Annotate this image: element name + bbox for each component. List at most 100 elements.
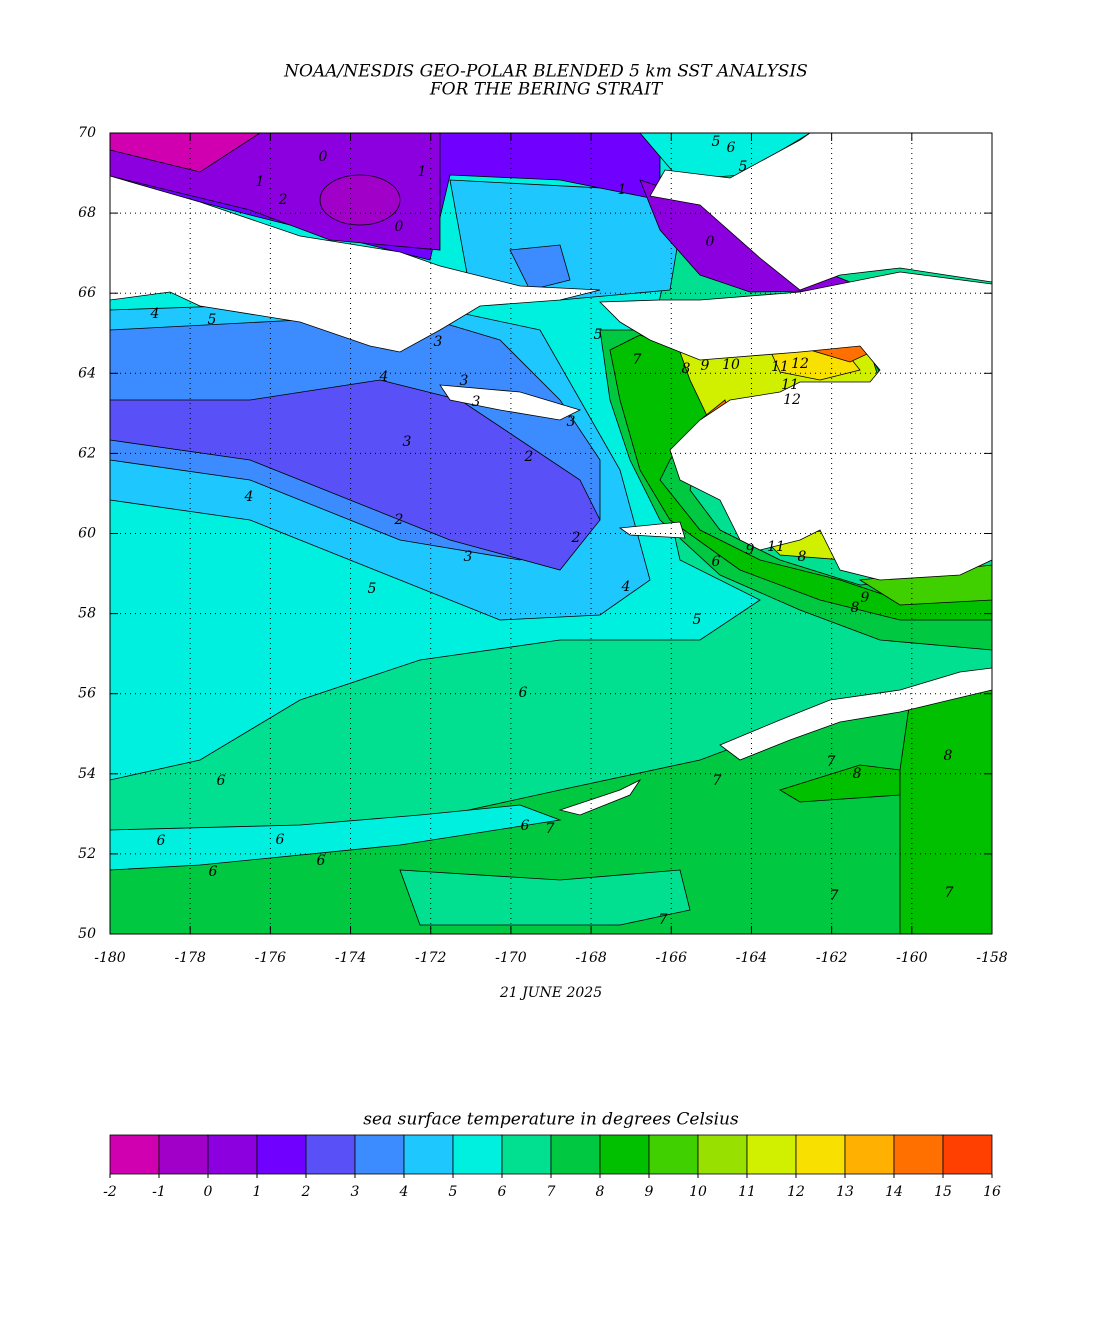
sst-region xyxy=(399,869,691,926)
colorbar-swatch xyxy=(697,1134,748,1175)
colorbar-swatch xyxy=(501,1134,552,1175)
contour-label: 6 xyxy=(217,773,226,789)
sst-region xyxy=(110,133,261,173)
colorbar-swatch xyxy=(844,1134,895,1175)
y-tick-label: 54 xyxy=(78,766,96,782)
contour-label: 7 xyxy=(546,821,555,837)
y-tick-label: 50 xyxy=(78,926,96,942)
x-tick-label: -178 xyxy=(174,950,206,966)
land xyxy=(618,521,686,539)
contour-label: 2 xyxy=(394,512,404,528)
sst-region xyxy=(110,804,562,871)
contour-label: 4 xyxy=(150,306,160,322)
x-tick-label: -162 xyxy=(816,950,848,966)
colorbar-tick-label: 0 xyxy=(204,1184,213,1200)
contour-label: 5 xyxy=(368,581,377,597)
colorbar-swatch xyxy=(942,1134,993,1175)
date: 21 JUNE 2025 xyxy=(499,985,602,1001)
contour-label: 1 xyxy=(618,182,627,198)
y-tick-label: 62 xyxy=(78,445,96,461)
contour-label: 8 xyxy=(853,766,862,782)
contour-label: 3 xyxy=(460,373,469,389)
contour-label: 0 xyxy=(319,149,328,165)
land xyxy=(649,133,992,291)
y-tick-label: 70 xyxy=(78,125,96,141)
land xyxy=(110,133,992,816)
colorbar-label: sea surface temperature in degrees Celsi… xyxy=(363,1110,739,1130)
colorbar-tick-label: 15 xyxy=(934,1184,952,1200)
contour-label: 6 xyxy=(157,833,166,849)
colorbar-tick-label: 11 xyxy=(738,1184,756,1200)
x-tick-label: -180 xyxy=(94,950,126,966)
colorbar-swatch xyxy=(403,1134,454,1175)
colorbar-swatch xyxy=(599,1134,650,1175)
colorbar-swatch xyxy=(207,1134,258,1175)
subtitle: FOR THE BERING STRAIT xyxy=(429,80,664,100)
contour-label: 7 xyxy=(713,773,722,789)
contour-label: 2 xyxy=(571,530,581,546)
contour-label: 7 xyxy=(830,888,839,904)
contour-label: 3 xyxy=(567,414,576,430)
colorbar-tick-label: 16 xyxy=(983,1184,1001,1200)
colorbar-tick-label: 4 xyxy=(399,1184,409,1200)
sst-region xyxy=(319,174,401,226)
colorbar-tick-label: 14 xyxy=(885,1184,903,1200)
contour-label: 9 xyxy=(861,590,870,606)
contour-label: 8 xyxy=(798,549,807,565)
x-tick-label: -176 xyxy=(255,950,287,966)
colorbar-tick-label: 5 xyxy=(449,1184,458,1200)
contour-label: 3 xyxy=(403,434,412,450)
x-tick-label: -166 xyxy=(656,950,688,966)
land xyxy=(719,667,992,761)
colorbar-swatch xyxy=(746,1134,797,1175)
title: NOAA/NESDIS GEO-POLAR BLENDED 5 km SST A… xyxy=(283,62,808,82)
y-tick-label: 52 xyxy=(78,846,96,862)
contour-label: 11 xyxy=(767,539,785,555)
y-tick-label: 60 xyxy=(78,526,96,542)
contour-label: 11 xyxy=(781,377,799,393)
y-tick-label: 58 xyxy=(78,606,96,622)
contour-label: 6 xyxy=(712,554,721,570)
contour-label: 9 xyxy=(701,358,710,374)
contour-label: 2 xyxy=(278,192,288,208)
colorbar-tick-label: -1 xyxy=(152,1184,166,1200)
colorbar-tick-label: 3 xyxy=(351,1184,360,1200)
colorbar-swatch xyxy=(109,1134,160,1175)
contour-label: 5 xyxy=(693,612,702,628)
y-tick-label: 64 xyxy=(78,365,96,381)
contour-label: 0 xyxy=(706,234,715,250)
x-tick-label: -168 xyxy=(575,950,607,966)
colorbar-swatch xyxy=(648,1134,699,1175)
contour-label: 6 xyxy=(276,832,285,848)
contour-label: 6 xyxy=(317,853,326,869)
contour-label: 9 xyxy=(746,542,755,558)
sst-region xyxy=(509,244,571,291)
contour-label: 10 xyxy=(722,357,740,373)
contour-label: 8 xyxy=(944,748,953,764)
land xyxy=(558,778,642,816)
colorbar-swatch xyxy=(452,1134,503,1175)
contour-label: 5 xyxy=(712,134,721,150)
contour-label: 6 xyxy=(519,685,528,701)
x-tick-label: -164 xyxy=(736,950,767,966)
colorbar-tick-label: 2 xyxy=(301,1184,311,1200)
land xyxy=(439,384,582,421)
y-tick-label: 66 xyxy=(78,285,96,301)
colorbar-tick-label: 13 xyxy=(836,1184,854,1200)
colorbar-tick-label: 10 xyxy=(689,1184,707,1200)
colorbar-swatch xyxy=(256,1134,307,1175)
contour-label: 4 xyxy=(244,489,254,505)
colorbar-tick-label: 6 xyxy=(498,1184,507,1200)
colorbar-swatch xyxy=(354,1134,405,1175)
y-tick-label: 68 xyxy=(78,205,96,221)
y-tick-label: 56 xyxy=(78,686,96,702)
contour-label: 7 xyxy=(945,885,954,901)
contour-label: 3 xyxy=(434,334,443,350)
x-tick-label: -170 xyxy=(495,950,527,966)
contour-label: 5 xyxy=(739,159,748,175)
contour-label: 8 xyxy=(851,600,860,616)
contour-label: 0 xyxy=(395,219,404,235)
contour-label: 4 xyxy=(621,579,631,595)
contour-label: 6 xyxy=(521,818,530,834)
